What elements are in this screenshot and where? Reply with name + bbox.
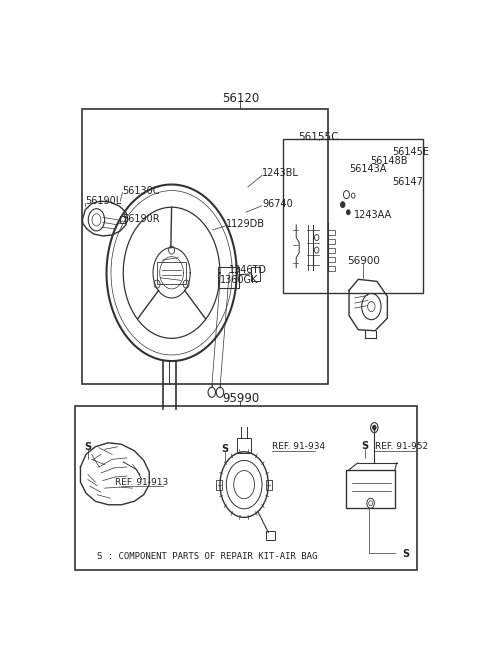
Text: 1129DB: 1129DB (226, 219, 264, 229)
Text: 96740: 96740 (262, 198, 293, 209)
Circle shape (372, 425, 376, 430)
Circle shape (347, 210, 350, 215)
Text: 1243BL: 1243BL (262, 168, 299, 178)
Bar (157, 262, 186, 284)
Bar (218, 267, 239, 288)
Text: 95990: 95990 (222, 392, 259, 405)
Text: 56190R: 56190R (122, 214, 160, 224)
Text: REF. 91-952: REF. 91-952 (375, 442, 429, 451)
Text: S: S (84, 441, 92, 452)
Text: 1243AA: 1243AA (354, 210, 392, 220)
Text: 56155C: 56155C (298, 132, 339, 142)
Bar (216, 479, 222, 490)
Text: 1360GK: 1360GK (220, 275, 258, 285)
Bar (266, 531, 275, 540)
Text: 56120: 56120 (222, 92, 259, 105)
Circle shape (340, 202, 345, 208)
Text: 56148B: 56148B (371, 157, 408, 166)
Text: REF. 91-913: REF. 91-913 (115, 477, 168, 487)
Text: REF. 91-934: REF. 91-934 (272, 442, 325, 451)
Text: 56145E: 56145E (392, 147, 429, 157)
Bar (238, 438, 251, 453)
Text: S : COMPONENT PARTS OF REPAIR KIT-AIR BAG: S : COMPONENT PARTS OF REPAIR KIT-AIR BA… (97, 552, 318, 561)
Text: S: S (222, 444, 229, 455)
Text: 56190L: 56190L (85, 196, 121, 206)
Text: S: S (402, 549, 409, 559)
Bar (251, 267, 260, 282)
Bar (283, 139, 423, 293)
Text: 56147: 56147 (392, 178, 423, 187)
Bar (120, 216, 125, 223)
Text: S: S (361, 441, 369, 451)
Bar (266, 479, 272, 490)
Text: 56143A: 56143A (349, 164, 387, 174)
Bar (75, 406, 417, 571)
Bar (347, 470, 395, 508)
Text: 1346TD: 1346TD (229, 265, 267, 275)
Bar (83, 109, 328, 384)
Text: 56900: 56900 (347, 256, 380, 266)
Text: 56130C: 56130C (122, 185, 160, 196)
